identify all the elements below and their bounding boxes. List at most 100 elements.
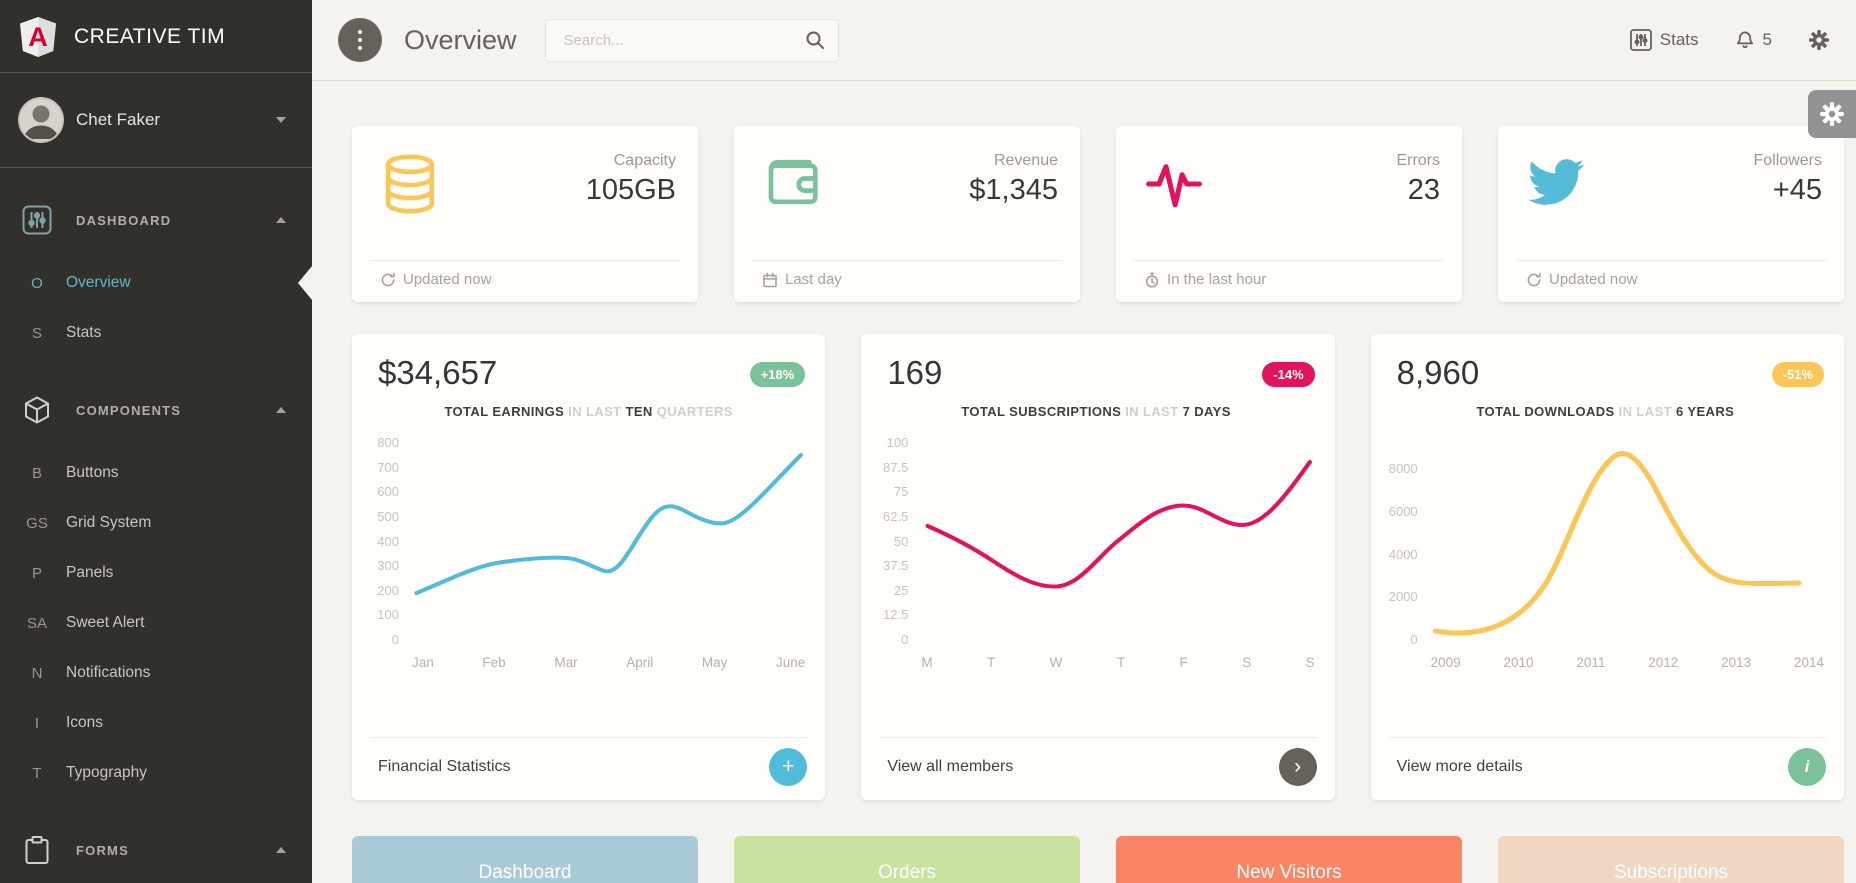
divider	[1134, 260, 1444, 261]
sidebar-minimize-button[interactable]	[338, 18, 382, 62]
charts-row: $34,657 +18% TOTAL EARNINGS IN LAST TEN QUA…	[352, 334, 1844, 800]
chart-footer: Financial Statistics +	[352, 738, 825, 800]
stat-footer-text: Last day	[785, 271, 842, 288]
sliders-icon	[1629, 29, 1652, 51]
navbar-stats-link[interactable]: Stats	[1629, 29, 1699, 51]
sidebar-item-typography[interactable]: T Typography	[0, 748, 312, 798]
search-box	[544, 18, 839, 62]
stat-label: Followers	[1753, 152, 1822, 169]
chart-footer: View all members ›	[861, 738, 1334, 800]
sidebar-item-grid-system[interactable]: GS Grid System	[0, 498, 312, 548]
clipboard-icon	[22, 835, 52, 865]
refresh-icon	[380, 272, 396, 288]
stat-card-revenue: Revenue $1,345 Last day	[734, 126, 1080, 302]
chart-big-value: 169	[887, 354, 943, 391]
sidebar-item-notifications[interactable]: N Notifications	[0, 648, 312, 698]
sidebar-item-panels[interactable]: P Panels	[0, 548, 312, 598]
brand[interactable]: A CREATIVE TIM	[0, 0, 312, 72]
stat-footer: Updated now	[352, 261, 698, 302]
bottom-card-orders[interactable]: Orders	[734, 836, 1080, 883]
sidebar-section-forms[interactable]: FORMS	[0, 824, 312, 876]
navbar-notifications[interactable]: 5	[1735, 30, 1772, 50]
stat-card-capacity: Capacity 105GB Updated now	[352, 126, 698, 302]
bottom-card-dashboard[interactable]: Dashboard	[352, 836, 698, 883]
section-label-components: COMPONENTS	[76, 402, 182, 418]
sidebar-item-stats[interactable]: S Stats	[0, 308, 312, 358]
stat-label: Errors	[1396, 152, 1440, 169]
gear-icon	[1808, 29, 1830, 51]
chevron-up-icon	[276, 217, 286, 223]
item-label: Grid System	[66, 514, 152, 531]
bell-icon	[1735, 30, 1755, 50]
stat-value: $1,345	[969, 174, 1058, 206]
bottom-row: Dashboard Orders New Visitors Subscripti…	[352, 836, 1844, 883]
divider	[0, 72, 312, 73]
chart-line	[925, 460, 1313, 589]
divider	[370, 737, 808, 738]
trend-badge: +18%	[749, 362, 806, 387]
section-label-forms: FORMS	[76, 842, 129, 858]
sidebar-item-buttons[interactable]: B Buttons	[0, 448, 312, 498]
bottom-card-label: Subscriptions	[1613, 862, 1729, 883]
item-mini: GS	[26, 514, 48, 532]
user-menu[interactable]: Chet Faker	[0, 73, 312, 167]
stats-row: Capacity 105GB Updated now	[352, 126, 1844, 302]
sidebar-item-sweet-alert[interactable]: SA Sweet Alert	[0, 598, 312, 648]
arrow-right-button[interactable]: ›	[1278, 748, 1317, 786]
stat-value: 23	[1407, 174, 1440, 206]
cube-icon	[22, 395, 52, 425]
navbar-settings[interactable]	[1808, 29, 1830, 51]
stat-footer-text: Updated now	[403, 271, 492, 288]
divider	[370, 260, 680, 261]
bottom-card-label: New Visitors	[1236, 862, 1342, 883]
chart-big-value: $34,657	[378, 354, 498, 391]
sidebar-item-overview[interactable]: O Overview	[0, 258, 312, 308]
sidebar-section-dashboard[interactable]: DASHBOARD	[0, 194, 312, 246]
stopwatch-icon	[1144, 272, 1160, 288]
info-button[interactable]: i	[1787, 748, 1826, 786]
stat-value: +45	[1772, 174, 1822, 206]
trend-badge: -14%	[1262, 362, 1315, 387]
stat-card-followers: Followers +45 Updated now	[1498, 126, 1844, 302]
item-mini: P	[31, 564, 42, 582]
calendar-icon	[762, 272, 778, 288]
item-mini: I	[34, 714, 40, 732]
sidebar-item-icons[interactable]: I Icons	[0, 698, 312, 748]
bottom-card-new-visitors[interactable]: New Visitors	[1116, 836, 1462, 883]
settings-panel-button[interactable]	[1808, 90, 1856, 138]
chevron-up-icon	[276, 407, 286, 413]
add-button[interactable]: +	[769, 748, 808, 786]
refresh-icon	[1526, 272, 1542, 288]
page-title: Overview	[404, 24, 517, 55]
chart-subtitle: TOTAL DOWNLOADS IN LAST 6 YEARS	[1476, 404, 1735, 419]
twitter-icon	[1528, 154, 1586, 216]
section-label-dashboard: DASHBOARD	[76, 212, 172, 228]
top-navbar: Overview	[312, 0, 1856, 81]
chart-big-value: 8,960	[1396, 354, 1480, 391]
sidebar-section-components[interactable]: COMPONENTS	[0, 384, 312, 436]
search-icon[interactable]	[805, 30, 825, 50]
navbar-right: Stats 5	[1629, 29, 1830, 51]
divider	[752, 260, 1062, 261]
bottom-card-subscriptions[interactable]: Subscriptions	[1498, 836, 1844, 883]
y-axis: 800 700 600 500 400 300 200 100 0	[377, 435, 399, 647]
item-mini: T	[32, 764, 42, 782]
item-mini: O	[31, 274, 43, 292]
dots-icon	[357, 29, 363, 35]
notification-count: 5	[1762, 30, 1772, 49]
stat-label: Revenue	[993, 152, 1058, 169]
main-area: Overview	[312, 0, 1856, 883]
chart-footer-label: View more details	[1396, 758, 1523, 775]
item-mini: N	[31, 664, 43, 682]
search-input[interactable]	[544, 18, 839, 62]
chart-subtitle: TOTAL EARNINGS IN LAST TEN QUARTERS	[444, 404, 733, 419]
chart-footer-label: View all members	[887, 758, 1014, 775]
item-mini: S	[31, 324, 42, 342]
stat-card-errors: Errors 23 In the last hour	[1116, 126, 1462, 302]
svg-text:A: A	[28, 22, 48, 52]
item-mini: B	[31, 464, 42, 482]
dashboard-items: O Overview S Stats	[0, 258, 312, 358]
divider	[879, 737, 1317, 738]
active-item-arrow	[298, 266, 312, 300]
